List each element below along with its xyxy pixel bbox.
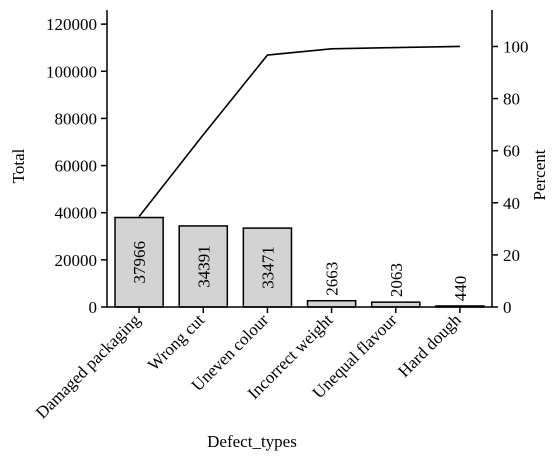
right-tick-label: 0 [503, 298, 512, 317]
x-axis-title: Defect_types [207, 432, 297, 451]
left-y-axis: 0 20000 40000 60000 80000 100000 120000 [46, 10, 108, 317]
left-tick-label: 100000 [46, 62, 97, 81]
bar-2 [178, 225, 229, 308]
bar-value-label: 2063 [387, 263, 406, 297]
bar-value-label: 2663 [323, 262, 342, 296]
right-tick-label: 60 [503, 142, 520, 161]
bar-value-label: 34391 [194, 245, 213, 288]
category-label: Hard dough [394, 310, 465, 381]
left-tick-label: 80000 [55, 109, 98, 128]
right-y-axis: 0 20 40 60 80 100 [491, 10, 529, 317]
y2-axis-title: Percent [530, 149, 549, 200]
bar-value-label: 37966 [130, 241, 149, 284]
bar-value-label: 440 [451, 276, 470, 302]
left-tick-label: 0 [89, 298, 98, 317]
right-tick-label: 80 [503, 90, 520, 109]
bar-1 [114, 216, 164, 308]
left-tick-label: 40000 [55, 204, 98, 223]
bar-value-label: 33471 [258, 246, 277, 289]
left-tick-label: 20000 [55, 251, 98, 270]
category-label: Wrong cut [144, 310, 208, 374]
bar-4 [306, 299, 357, 308]
left-tick-label: 120000 [46, 15, 97, 34]
bars-group [114, 216, 485, 308]
right-tick-label: 40 [503, 194, 520, 213]
y-axis-title: Total [9, 148, 28, 183]
cumulative-percent-line [138, 45, 460, 218]
right-tick-label: 100 [503, 37, 529, 56]
bar-value-labels: 37966 34391 33471 2663 2063 440 [130, 241, 470, 301]
right-tick-label: 20 [503, 246, 520, 265]
left-tick-label: 60000 [55, 157, 98, 176]
category-label: Damaged packaging [32, 310, 144, 422]
